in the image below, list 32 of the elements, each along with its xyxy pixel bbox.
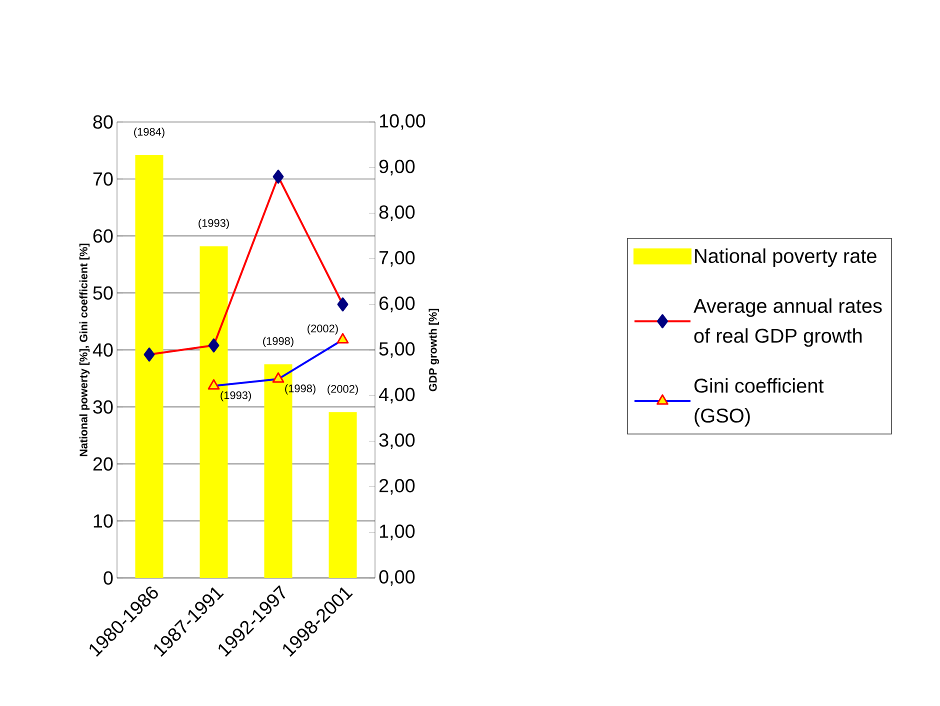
y-tick-label: 60 (93, 229, 113, 243)
legend-label: National poverty rate (695, 248, 876, 267)
y2-tick-label: 7,00 (380, 250, 415, 267)
y-axis-title: National powerty [%], Gini coefficient [%] (79, 244, 90, 456)
y2-tick-label: 1,00 (380, 524, 415, 540)
annotation: (2002) (308, 324, 338, 335)
legend-label: Average annual rates of real GDP growth (694, 298, 882, 347)
y-tick-label: 80 (93, 115, 113, 129)
y-tick-label: 40 (92, 343, 113, 357)
y-tick-label: 70 (93, 172, 113, 186)
y2-tick-label: 5,00 (379, 342, 415, 358)
y2-tick-label: 0,00 (379, 570, 415, 586)
y-tick-label: 20 (93, 457, 113, 471)
y2-tick-label: 6,00 (379, 296, 415, 312)
y2-tick-label: 2,00 (379, 478, 415, 495)
y2-tick-label: 3,00 (379, 433, 415, 449)
bar (135, 155, 164, 578)
y-tick-label: 30 (93, 400, 113, 414)
y2-tick-label: 4,00 (378, 388, 415, 404)
annotation: (1993) (198, 218, 229, 230)
y2-tick-label: 9,00 (379, 160, 415, 176)
y2-tick-label: 8,00 (379, 205, 415, 221)
annotation: (1998) (263, 336, 294, 348)
annotation: (1984) (134, 128, 164, 138)
annotation: (2002) (328, 384, 358, 395)
y-tick-label: 50 (93, 286, 113, 300)
y-tick-label: 10 (94, 514, 113, 528)
legend-label: Gini coefficient (GSO) (694, 378, 824, 427)
y2-axis-title: GDP growth [%] (428, 308, 440, 392)
y2-tick-label: 10,00 (380, 114, 426, 130)
bar (328, 412, 357, 578)
y-tick-label: 0 (104, 571, 113, 585)
